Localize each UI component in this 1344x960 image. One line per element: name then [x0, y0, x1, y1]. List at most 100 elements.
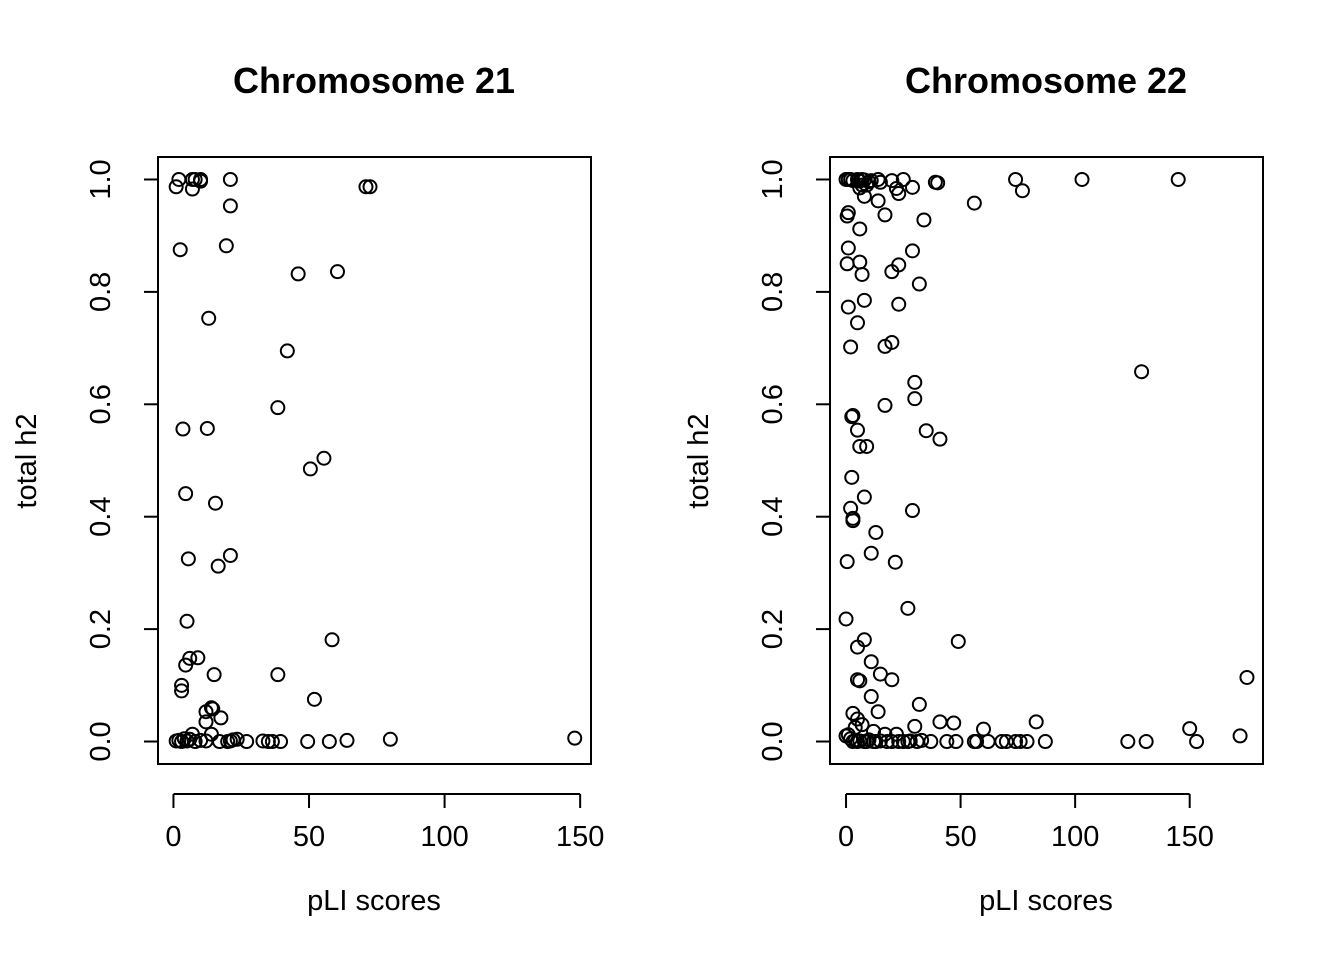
data-point [1037, 734, 1053, 750]
y-tick-label: 1.0 [85, 159, 117, 199]
data-point [884, 734, 900, 750]
data-point [213, 710, 229, 726]
data-point [1239, 669, 1255, 685]
data-point [218, 238, 234, 254]
data-point [270, 667, 286, 683]
x-axis-label: pLI scores [307, 885, 441, 917]
data-point [918, 423, 934, 439]
data-point [382, 731, 398, 747]
data-point [193, 732, 209, 748]
data-point [1138, 734, 1154, 750]
data-point [911, 276, 927, 292]
y-tick-label: 0.8 [757, 272, 789, 312]
data-point [358, 179, 374, 195]
data-point [316, 450, 332, 466]
y-axis: 0.0 0.2 0.4 0.6 0.8 1.0 [85, 159, 159, 762]
data-point [879, 734, 895, 750]
data-point [270, 400, 286, 416]
data-point [1232, 728, 1248, 744]
data-point [845, 408, 861, 424]
points-layer [168, 171, 583, 750]
data-point [175, 421, 191, 437]
data-point [198, 714, 214, 730]
data-point [859, 438, 875, 454]
data-point [884, 672, 900, 688]
data-point [907, 374, 923, 390]
data-point [849, 315, 865, 331]
data-point [172, 242, 188, 258]
data-point [904, 243, 920, 259]
data-point [174, 677, 190, 693]
data-point [205, 701, 221, 717]
data-point [932, 431, 948, 447]
points-layer [838, 171, 1255, 750]
data-point [840, 240, 856, 256]
data-point [306, 691, 322, 707]
plot-frame [157, 156, 592, 765]
data-point [854, 266, 870, 282]
y-tick-label: 0.2 [85, 609, 117, 649]
y-tick-label: 0.2 [757, 609, 789, 649]
data-point [877, 397, 893, 413]
data-point [239, 734, 255, 750]
y-tick-label: 0.4 [757, 497, 789, 537]
data-point [229, 731, 245, 747]
x-axis: 0 50 100 150 [838, 793, 1214, 853]
data-point [168, 179, 184, 195]
data-point [868, 734, 884, 750]
data-point [839, 256, 855, 272]
x-tick-label: 150 [1165, 821, 1213, 853]
data-point [975, 721, 991, 737]
data-point [329, 264, 345, 280]
data-point [852, 221, 868, 237]
data-point [932, 714, 948, 730]
data-point [930, 175, 946, 191]
data-point [1028, 714, 1044, 730]
x-tick-label: 50 [944, 821, 976, 853]
data-point [904, 503, 920, 519]
y-axis: 0.0 0.2 0.4 0.6 0.8 1.0 [757, 159, 831, 762]
data-point [907, 718, 923, 734]
data-point [854, 177, 870, 193]
data-point [856, 188, 872, 204]
data-point [302, 461, 318, 477]
data-point [179, 613, 195, 629]
data-point [840, 299, 856, 315]
data-point [948, 734, 964, 750]
data-point [1019, 734, 1035, 750]
data-point [891, 296, 907, 312]
data-point [339, 732, 355, 748]
data-point [969, 734, 985, 750]
data-point [868, 524, 884, 540]
data-point [902, 733, 918, 749]
data-point [210, 558, 226, 574]
data-point [1134, 364, 1150, 380]
data-point [914, 732, 930, 748]
data-point [321, 734, 337, 750]
data-point [178, 486, 194, 502]
data-point [273, 734, 289, 750]
data-point [839, 554, 855, 570]
data-point [1008, 171, 1024, 187]
data-point [891, 734, 907, 750]
data-point [863, 689, 879, 705]
data-point [911, 696, 927, 712]
data-point [1008, 734, 1024, 750]
data-point [870, 704, 886, 720]
data-point [184, 181, 200, 197]
data-point [884, 264, 900, 280]
y-axis-label: total h2 [11, 413, 43, 508]
data-point [907, 391, 923, 407]
data-point [222, 198, 238, 214]
data-point [843, 339, 859, 355]
y-tick-label: 0.6 [85, 384, 117, 424]
data-point [966, 195, 982, 211]
x-axis-label: pLI scores [979, 885, 1113, 917]
data-point [863, 173, 879, 189]
data-point [1120, 734, 1136, 750]
y-tick-label: 0.0 [85, 721, 117, 761]
data-point [916, 212, 932, 228]
data-point [854, 717, 870, 733]
x-tick-label: 0 [165, 821, 181, 853]
